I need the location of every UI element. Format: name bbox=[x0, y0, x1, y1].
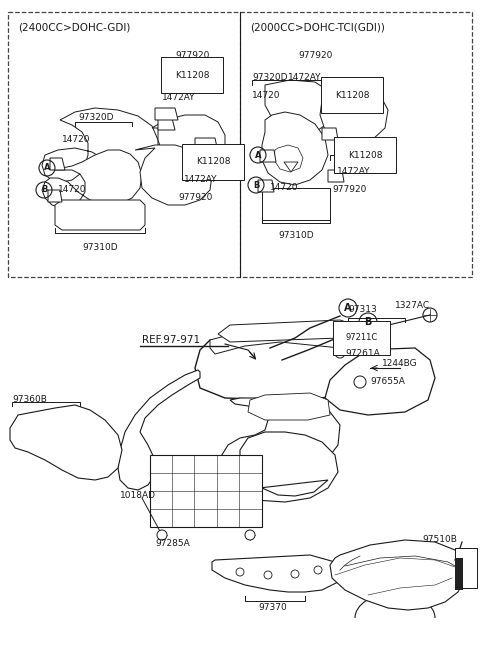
Text: K11208: K11208 bbox=[335, 91, 370, 100]
Text: 14720: 14720 bbox=[252, 91, 280, 100]
Polygon shape bbox=[48, 190, 62, 202]
Polygon shape bbox=[218, 320, 380, 342]
Polygon shape bbox=[155, 108, 178, 120]
Text: B: B bbox=[41, 186, 47, 194]
Text: 97310D: 97310D bbox=[82, 243, 118, 253]
Text: (2000CC>DOHC-TCI(GDI)): (2000CC>DOHC-TCI(GDI)) bbox=[250, 23, 385, 33]
Text: 97285A: 97285A bbox=[155, 539, 190, 548]
Polygon shape bbox=[328, 170, 344, 182]
Text: 97320D: 97320D bbox=[78, 113, 113, 123]
Text: 977920: 977920 bbox=[178, 194, 212, 203]
Text: 97370: 97370 bbox=[258, 604, 287, 613]
Text: 977920: 977920 bbox=[298, 51, 332, 60]
Polygon shape bbox=[118, 370, 200, 490]
Bar bbox=[8, 12, 472, 277]
Text: 97310D: 97310D bbox=[278, 232, 313, 241]
Polygon shape bbox=[42, 108, 158, 182]
Text: 97320D: 97320D bbox=[252, 73, 288, 83]
Text: 97211C: 97211C bbox=[345, 333, 377, 342]
Polygon shape bbox=[262, 188, 330, 220]
Polygon shape bbox=[262, 112, 328, 185]
Polygon shape bbox=[260, 150, 276, 162]
Polygon shape bbox=[325, 348, 435, 415]
Text: 1472AY: 1472AY bbox=[184, 176, 217, 184]
Text: 1472AY: 1472AY bbox=[337, 167, 371, 176]
Polygon shape bbox=[265, 80, 335, 132]
Text: 977920: 977920 bbox=[175, 51, 209, 60]
Text: 1244BG: 1244BG bbox=[382, 359, 418, 369]
Polygon shape bbox=[225, 432, 338, 502]
Text: K11208: K11208 bbox=[175, 70, 209, 79]
Text: 1018AD: 1018AD bbox=[120, 491, 156, 501]
Text: 1472AY: 1472AY bbox=[162, 92, 195, 102]
Polygon shape bbox=[10, 405, 122, 480]
Polygon shape bbox=[195, 138, 218, 152]
Text: 14720: 14720 bbox=[270, 184, 299, 192]
Text: A: A bbox=[255, 150, 261, 159]
Bar bbox=[455, 548, 477, 588]
Polygon shape bbox=[258, 180, 274, 192]
Text: 1472AY: 1472AY bbox=[288, 73, 322, 83]
Text: A: A bbox=[344, 303, 352, 313]
Text: B: B bbox=[253, 180, 259, 190]
Polygon shape bbox=[322, 128, 338, 140]
Text: 97360B: 97360B bbox=[12, 396, 47, 405]
Polygon shape bbox=[210, 328, 340, 354]
Text: A: A bbox=[44, 163, 50, 173]
Text: 1327AC: 1327AC bbox=[395, 300, 430, 310]
Polygon shape bbox=[135, 145, 212, 205]
Circle shape bbox=[157, 530, 167, 540]
Text: 14720: 14720 bbox=[62, 136, 91, 144]
Circle shape bbox=[245, 530, 255, 540]
Text: B: B bbox=[364, 317, 372, 327]
Text: K11208: K11208 bbox=[348, 150, 383, 159]
Polygon shape bbox=[42, 150, 142, 208]
Polygon shape bbox=[284, 162, 298, 172]
Polygon shape bbox=[220, 398, 340, 495]
Polygon shape bbox=[50, 158, 65, 170]
Text: (2400CC>DOHC-GDI): (2400CC>DOHC-GDI) bbox=[18, 23, 131, 33]
Polygon shape bbox=[152, 115, 225, 168]
Polygon shape bbox=[200, 145, 218, 158]
Text: K11208: K11208 bbox=[196, 157, 230, 167]
Polygon shape bbox=[248, 393, 330, 420]
Polygon shape bbox=[212, 555, 342, 592]
Polygon shape bbox=[55, 200, 145, 230]
Polygon shape bbox=[195, 335, 390, 400]
Text: 97655A: 97655A bbox=[370, 377, 405, 386]
Polygon shape bbox=[158, 118, 175, 130]
Text: REF.97-971: REF.97-971 bbox=[142, 335, 200, 345]
Polygon shape bbox=[274, 145, 303, 172]
Text: 97510B: 97510B bbox=[422, 535, 457, 544]
Text: 97261A: 97261A bbox=[345, 348, 380, 358]
Text: 14720: 14720 bbox=[58, 186, 86, 194]
Text: 977920: 977920 bbox=[332, 186, 366, 194]
Polygon shape bbox=[330, 540, 465, 610]
Bar bbox=[150, 455, 262, 527]
Bar bbox=[455, 558, 463, 590]
Text: 97313: 97313 bbox=[348, 306, 377, 314]
Polygon shape bbox=[320, 85, 388, 145]
